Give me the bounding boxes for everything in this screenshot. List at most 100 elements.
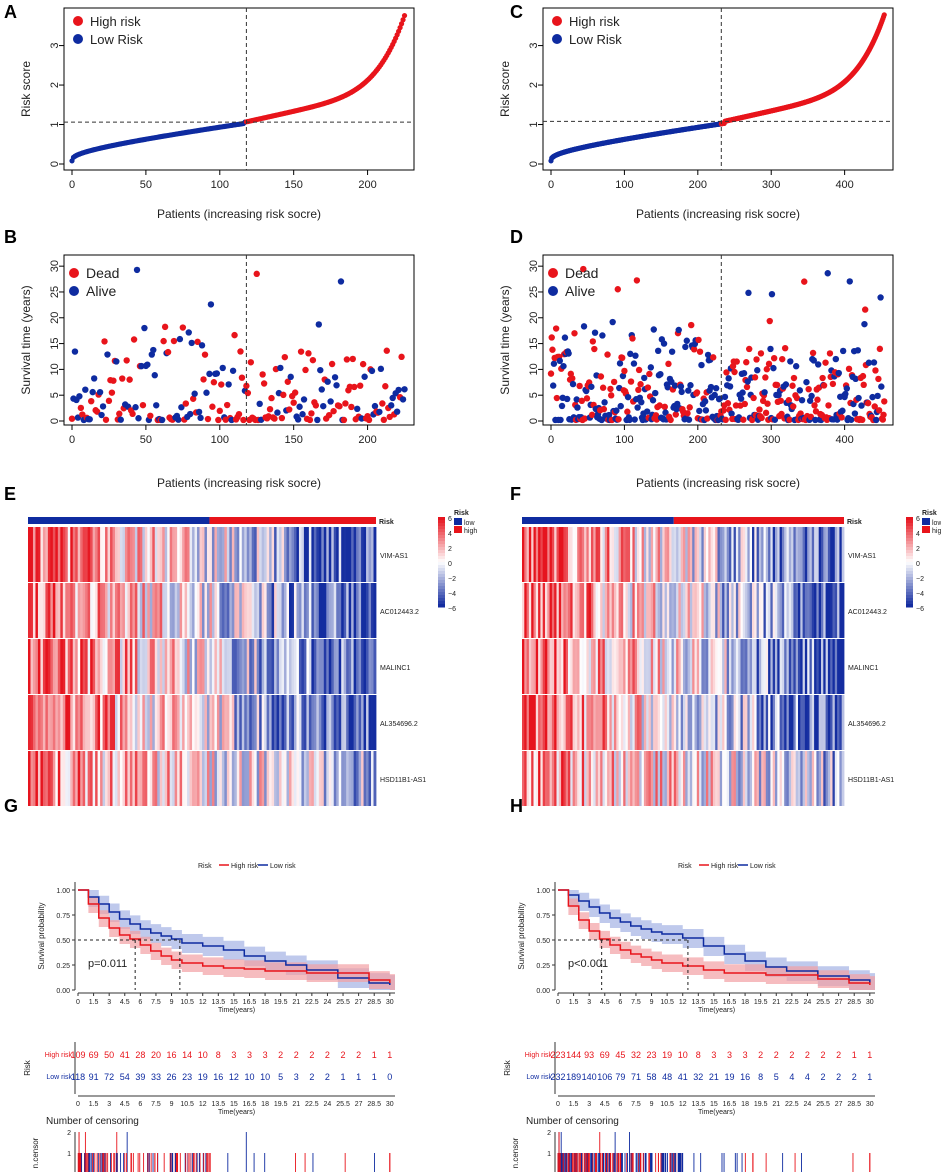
heatmap-cell (701, 527, 705, 582)
heatmap-cell (82, 695, 86, 750)
heatmap-cell (251, 583, 255, 638)
heatmap-cell (577, 751, 580, 806)
heatmap-cell (211, 751, 215, 806)
heatmap-cell (710, 583, 714, 638)
alive-point (678, 388, 685, 396)
dead-point (356, 382, 364, 389)
heatmap-cell (144, 583, 148, 638)
heatmap-cell (353, 639, 357, 694)
heatmap-cell (301, 527, 305, 582)
heatmap-cell (687, 639, 691, 694)
dead-point (793, 394, 801, 402)
heatmap-cell (321, 527, 325, 582)
heatmap-cell (147, 527, 151, 582)
heatmap-cell (110, 583, 113, 638)
heatmap-cell (719, 751, 723, 806)
heatmap-cell (331, 751, 335, 806)
legend-marker-low (73, 34, 83, 44)
heatmap-cell (239, 751, 243, 806)
risk-table-cell: 1 (341, 1072, 346, 1082)
heatmap-cell (194, 751, 198, 806)
heatmap-cell (55, 695, 59, 750)
heatmap-cell (45, 639, 49, 694)
heatmap-cell (655, 639, 659, 694)
colorbar-step (906, 601, 913, 605)
alive-point (565, 350, 572, 357)
heatmap-cell (795, 751, 799, 806)
censor-title: Number of censoring (526, 1116, 619, 1127)
heatmap-cell (811, 639, 815, 694)
heatmap-cell (791, 527, 794, 582)
heatmap-cell (331, 583, 335, 638)
heatmap-cell (634, 695, 638, 750)
heatmap-cell (358, 639, 362, 694)
heatmap-cell (254, 639, 258, 694)
risk-table-cell: 28 (135, 1050, 145, 1060)
x-tick-label: 100 (211, 434, 229, 446)
heatmap-cell (361, 583, 364, 638)
heatmap-cell (35, 527, 39, 582)
heatmap-cell (249, 583, 253, 638)
heatmap-cell (199, 751, 203, 806)
heatmap-cell (192, 639, 195, 694)
heatmap-cell (187, 583, 190, 638)
heatmap-cell (696, 639, 700, 694)
heatmap-cell (742, 695, 746, 750)
alive-point (176, 335, 184, 343)
heatmap-cell (37, 527, 41, 582)
alive-point (843, 385, 851, 392)
heatmap-cell (625, 751, 629, 806)
dead-point (204, 415, 212, 423)
heatmap-cell (570, 583, 573, 638)
dead-point (201, 351, 209, 358)
dead-point (860, 381, 867, 389)
heatmap-cell (724, 751, 728, 806)
risk-table-cell: 2 (278, 1050, 283, 1060)
heatmap-cell (800, 583, 803, 638)
heatmap-cell (306, 639, 310, 694)
heatmap-cell (821, 695, 824, 750)
heatmap-cell (142, 527, 146, 582)
heatmap-cell (119, 583, 123, 638)
heatmap-cell (301, 695, 305, 750)
heatmap-cell (50, 527, 54, 582)
dead-point (875, 375, 882, 383)
heatmap-cell (579, 583, 583, 638)
heatmap-cell (637, 639, 640, 694)
heatmap-cell (102, 583, 106, 638)
heatmap-cell (524, 583, 527, 638)
alive-point (371, 402, 379, 410)
alive-point (842, 390, 849, 398)
heatmap-cell (694, 639, 698, 694)
heatmap-cell (701, 751, 705, 806)
dead-point (102, 416, 110, 423)
heatmap-cell (715, 695, 718, 750)
dead-point (305, 350, 312, 357)
colorbar-step (438, 598, 445, 602)
heatmap-cell (777, 639, 780, 694)
heatmap-cell (351, 639, 355, 694)
dead-point (704, 415, 711, 422)
heatmap-cell (169, 527, 173, 582)
heatmap-cell (620, 639, 624, 694)
heatmap-cell (189, 527, 193, 582)
x-axis-label: Patients (increasing risk socre) (157, 476, 321, 490)
heatmap-cell (648, 583, 652, 638)
x-tick-label: 12 (679, 999, 687, 1006)
heatmap-cell (692, 583, 695, 638)
heatmap-cell (366, 751, 369, 806)
heatmap-cell (167, 527, 171, 582)
heatmap-cell (729, 751, 732, 806)
risk-table-x-label: Time(years) (698, 1109, 735, 1116)
heatmap-cell (60, 695, 64, 750)
heatmap-cell (775, 583, 778, 638)
heatmap-cell (747, 695, 751, 750)
heatmap-cell (830, 583, 833, 638)
alive-point (685, 387, 692, 394)
heatmap-cell (542, 527, 546, 582)
risk-table-x-tick: 19.5 (274, 1101, 288, 1108)
heatmap-cell (241, 639, 245, 694)
heatmap-cell (821, 639, 824, 694)
heatmap-cell (632, 695, 636, 750)
alive-point (803, 378, 810, 386)
